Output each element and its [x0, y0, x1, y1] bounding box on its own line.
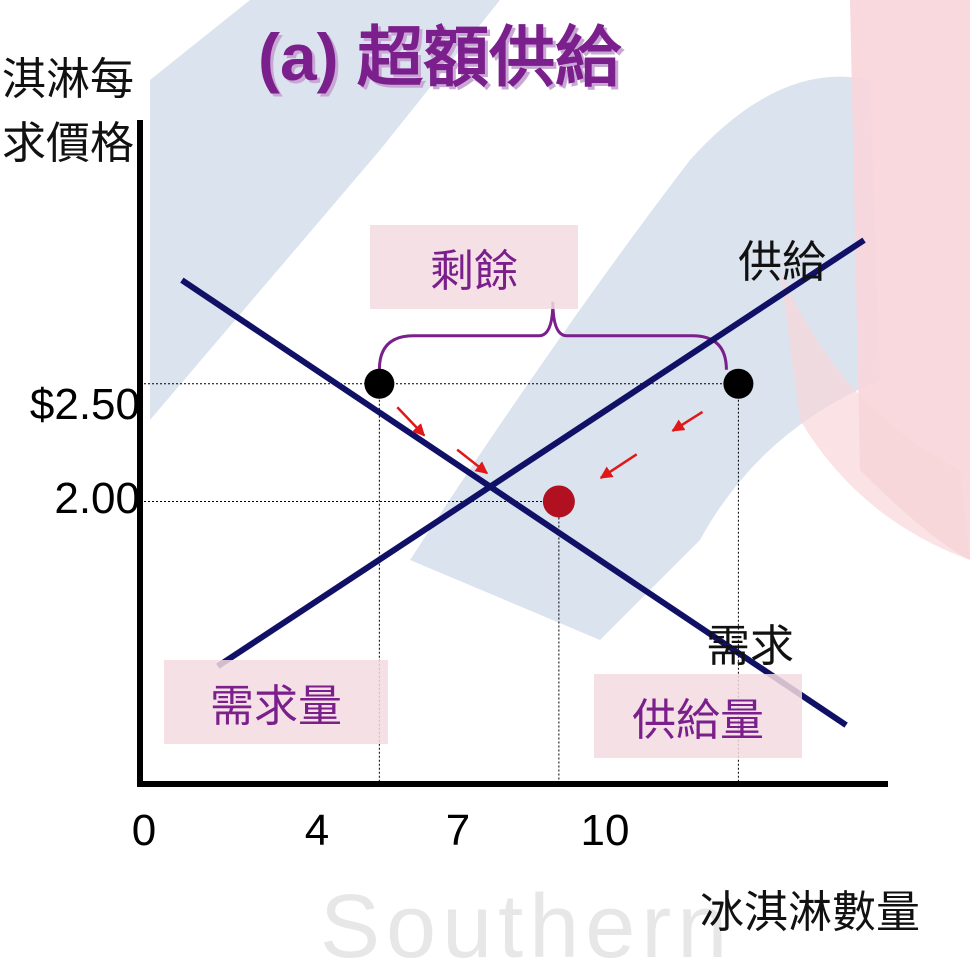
supply-curve-label: 供給 — [738, 238, 826, 287]
chart — [137, 0, 970, 787]
y-tick-label-200: 2.00 — [54, 474, 140, 523]
x-tick-label-10: 10 — [580, 806, 630, 855]
background-blue-swoosh — [410, 76, 880, 640]
demand-curve-label: 需求 — [706, 622, 794, 671]
points-layer — [364, 368, 754, 518]
y-tick-label-250: $2.50 — [29, 380, 140, 429]
x-axis-label: 冰淇淋數量 — [700, 888, 920, 937]
watermark-text: Southern — [320, 877, 734, 977]
surplus-label: 剩餘 — [370, 225, 578, 309]
y-axis-label: 淇淋每 求價格 — [0, 48, 134, 176]
x-tick-label-0: 0 — [131, 806, 157, 855]
adjustment-arrow-3 — [671, 410, 704, 432]
background-pink-arc — [780, 270, 970, 560]
x-tick-label-4: 4 — [304, 806, 330, 855]
demand-curve — [180, 277, 848, 728]
x-tick-label-7: 7 — [445, 806, 471, 855]
adjustment-arrow-1 — [396, 406, 426, 437]
demand-point — [364, 368, 395, 399]
quantity-demanded-label: 需求量 — [164, 660, 388, 744]
quantity-supplied-label: 供給量 — [594, 674, 802, 758]
supply-point — [723, 368, 754, 399]
adjustment-arrow-4 — [599, 453, 638, 479]
adjustment-arrow-2 — [456, 448, 489, 475]
y-axis-label-line-2: 求價格 — [2, 119, 134, 168]
y-axis-label-line-1: 淇淋每 — [2, 55, 134, 104]
supply-curve — [216, 237, 866, 669]
axes — [137, 120, 888, 787]
adjustment-arrows — [396, 406, 704, 479]
chart-title: (a) 超額供給 — [258, 20, 621, 94]
equilibrium-point — [542, 485, 575, 518]
series-layer — [180, 237, 866, 728]
